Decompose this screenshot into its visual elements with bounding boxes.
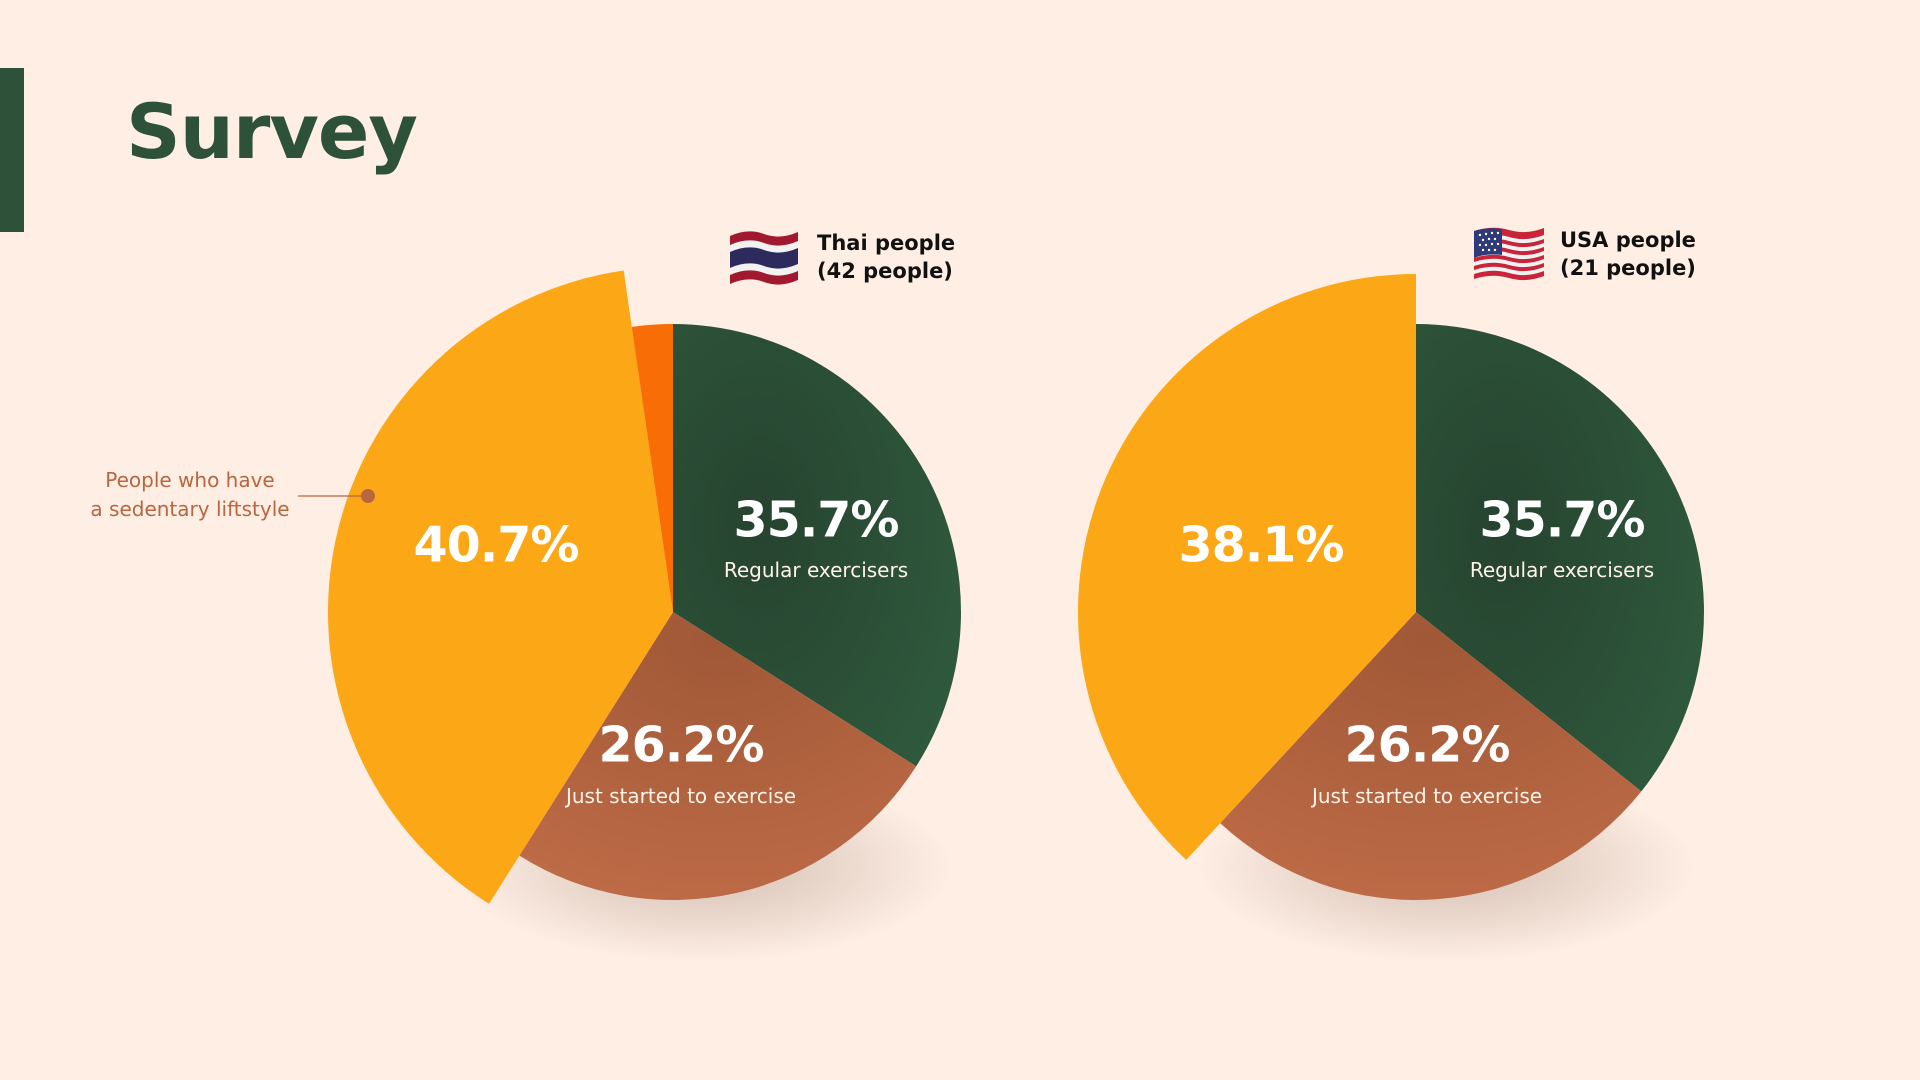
thai-slice-regular	[673, 324, 961, 767]
sedentary-annotation: People who have a sedentary liftstyle	[70, 466, 310, 524]
annotation-line-1: People who have	[105, 468, 275, 492]
thai-started-percent: 26.2%	[598, 716, 765, 774]
usa-started-caption: Just started to exercise	[1311, 784, 1543, 808]
thai-pie-chart	[328, 270, 961, 962]
annotation-dot	[361, 489, 375, 503]
thai-legend-label: Thai people (42 people)	[817, 229, 955, 285]
usa-slice-regular	[1416, 324, 1705, 792]
thai-legend-count: (42 people)	[817, 259, 953, 283]
page-title: Survey	[126, 87, 418, 176]
usa-legend-label: USA people (21 people)	[1560, 226, 1696, 282]
annotation-line-2: a sedentary liftstyle	[90, 497, 290, 521]
usa-legend-count: (21 people)	[1560, 256, 1696, 280]
annotation-pointer	[298, 489, 375, 503]
usa-flag-icon	[1472, 225, 1546, 289]
usa-sedentary-percent: 38.1%	[1178, 516, 1345, 574]
usa-regular-percent: 35.7%	[1479, 491, 1646, 549]
accent-bar	[0, 68, 24, 232]
usa-regular-caption: Regular exercisers	[1469, 558, 1655, 582]
thai-slice-just-started	[519, 612, 917, 901]
usa-pie-chart	[1077, 274, 1705, 962]
usa-slice-just-started	[1220, 612, 1642, 900]
thai-slice-other	[631, 324, 673, 612]
thailand-flag-icon	[728, 228, 800, 292]
thai-sedentary-percent: 40.7%	[413, 516, 580, 574]
usa-slice-sedentary	[1077, 274, 1416, 860]
thai-started-caption: Just started to exercise	[565, 784, 797, 808]
usa-started-percent: 26.2%	[1344, 716, 1511, 774]
usa-legend-name: USA people	[1560, 228, 1696, 252]
thai-regular-percent: 35.7%	[733, 491, 900, 549]
thai-regular-caption: Regular exercisers	[723, 558, 909, 582]
thai-slice-sedentary	[328, 270, 673, 904]
thai-legend-name: Thai people	[817, 231, 956, 255]
